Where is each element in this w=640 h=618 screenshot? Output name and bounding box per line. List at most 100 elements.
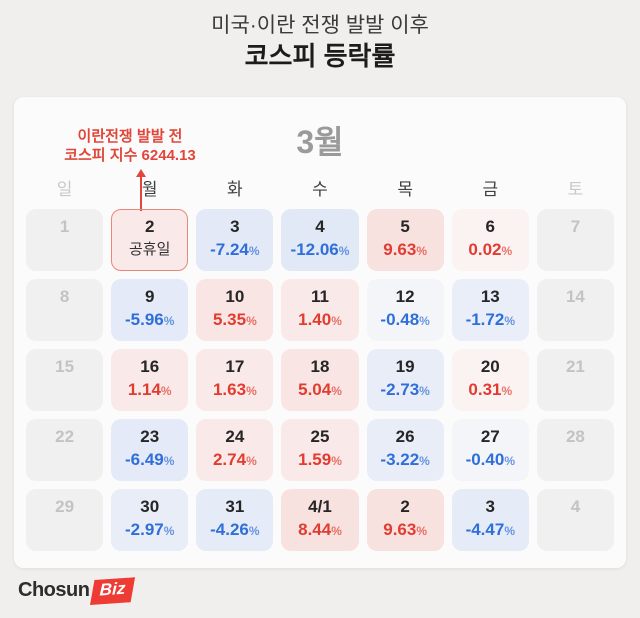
page-title-line1: 미국·이란 전쟁 발발 이후: [211, 14, 429, 37]
annotation-index-value: 6244.13: [141, 147, 196, 164]
day-number: 4: [570, 497, 581, 516]
change-percent: -2.97%: [125, 520, 175, 539]
calendar-day-4: 4: [536, 489, 614, 551]
calendar-day-9: 9 -5.96%: [111, 279, 189, 341]
day-number: 19: [395, 357, 415, 376]
change-percent: 1.14%: [127, 380, 172, 399]
annotation-arrow-line: [140, 175, 142, 211]
day-number: 27: [480, 427, 500, 446]
calendar-day-2: 2 공휴일: [111, 209, 189, 271]
change-percent: 0.31%: [468, 380, 513, 399]
page-title: 미국·이란 전쟁 발발 이후 코스피 등락률: [0, 12, 640, 73]
change-percent: 1.40%: [298, 310, 342, 329]
calendar-day-28: 28: [536, 419, 614, 481]
calendar-day-25: 25 1.59%: [281, 419, 359, 481]
change-percent: 8.44%: [298, 520, 342, 539]
calendar-day-7: 7: [536, 209, 614, 271]
day-number: 28: [565, 427, 585, 446]
day-number: 16: [140, 357, 160, 376]
change-percent: 5.04%: [298, 380, 342, 399]
calendar-day-30: 30 -2.97%: [111, 489, 189, 551]
change-percent: 2.74%: [212, 450, 257, 469]
calendar-day-17: 17 1.63%: [196, 349, 274, 411]
change-percent: -3.22%: [380, 450, 430, 469]
calendar-day-14: 14: [536, 279, 614, 341]
calendar-day-26: 26 -3.22%: [366, 419, 444, 481]
day-number: 12: [395, 287, 415, 306]
calendar-day-21: 21: [536, 349, 614, 411]
day-number: 4: [315, 217, 325, 236]
change-percent: -5.96%: [125, 310, 175, 329]
day-number: 30: [140, 497, 160, 516]
weekday-label: 일: [56, 180, 73, 199]
change-percent: -0.48%: [380, 310, 430, 329]
footer: Chosun Biz: [18, 576, 136, 605]
day-number: 2: [400, 497, 410, 516]
day-number: 3: [230, 217, 240, 236]
change-percent: -1.72%: [465, 310, 515, 329]
annotation-line2: 코스피 지수 6244.13: [64, 147, 196, 164]
weekday-label: 화: [227, 180, 243, 199]
day-number: 26: [395, 427, 415, 446]
day-number: 1: [59, 217, 70, 236]
calendar-day-10: 10 5.35%: [196, 279, 274, 341]
calendar-day-8: 8: [26, 279, 104, 341]
calendar-day-18: 18 5.04%: [281, 349, 359, 411]
calendar-day-31: 31 -4.26%: [196, 489, 274, 551]
change-percent: -7.24%: [210, 240, 260, 259]
calendar-day-16: 16 1.14%: [111, 349, 189, 411]
weekday-label: 토: [567, 180, 584, 199]
calendar-day-22: 22: [26, 419, 104, 481]
annotation-line1: 이란전쟁 발발 전: [77, 128, 183, 145]
calendar-day-1: 1: [26, 209, 104, 271]
day-number: 3: [485, 497, 495, 516]
day-number: 23: [140, 427, 160, 446]
calendar-day-2: 2 9.63%: [366, 489, 444, 551]
change-percent: -4.26%: [210, 520, 260, 539]
holiday-note: 공휴일: [129, 241, 171, 258]
day-number: 29: [55, 497, 75, 516]
weekday-label: 월: [141, 180, 158, 199]
chosun-logo: Chosun: [18, 578, 90, 601]
calendar-day-5: 5 9.63%: [366, 209, 444, 271]
day-number: 5: [400, 217, 410, 236]
weekday-label: 수: [312, 180, 328, 199]
day-number: 15: [55, 357, 75, 376]
change-percent: 1.59%: [298, 450, 342, 469]
change-percent: 9.63%: [383, 520, 428, 539]
change-percent: -6.49%: [125, 450, 175, 469]
day-number: 22: [55, 427, 75, 446]
annotation-kospi-index: 이란전쟁 발발 전 코스피 지수 6244.13: [32, 127, 228, 165]
change-percent: -12.06%: [290, 240, 350, 259]
calendar-day-19: 19 -2.73%: [366, 349, 444, 411]
day-number: 25: [310, 427, 330, 446]
calendar-day-29: 29: [26, 489, 104, 551]
calendar-grid: 1 2 공휴일 3 -7.24% 4 -12.06% 5 9.63% 6 0.02% 7 8 9 -5.96…: [14, 209, 626, 551]
calendar-day-15: 15: [26, 349, 104, 411]
month-title: 3월: [296, 124, 344, 160]
change-percent: -4.47%: [465, 520, 515, 539]
calendar-day-3: 3 -4.47%: [451, 489, 529, 551]
annotation-arrow-head-icon: [136, 169, 146, 177]
day-number: 4/1: [308, 497, 332, 516]
calendar-day-13: 13 -1.72%: [451, 279, 529, 341]
day-number: 9: [144, 287, 155, 306]
calendar-day-27: 27 -0.40%: [451, 419, 529, 481]
weekday-label: 금: [482, 180, 499, 199]
calendar-day-24: 24 2.74%: [196, 419, 274, 481]
calendar-day-23: 23 -6.49%: [111, 419, 189, 481]
day-number: 6: [485, 217, 495, 236]
change-percent: 5.35%: [212, 310, 257, 329]
day-number: 2: [144, 217, 155, 236]
day-number: 7: [570, 217, 581, 236]
day-number: 31: [225, 497, 245, 516]
day-number: 18: [310, 357, 330, 376]
change-percent: 9.63%: [383, 240, 428, 259]
calendar-day-20: 20 0.31%: [451, 349, 529, 411]
weekday-label: 목: [397, 180, 413, 199]
change-percent: 1.63%: [212, 380, 257, 399]
day-number: 11: [311, 287, 329, 306]
day-number: 13: [480, 287, 500, 306]
day-number: 20: [480, 357, 500, 376]
calendar-day-11: 11 1.40%: [281, 279, 359, 341]
